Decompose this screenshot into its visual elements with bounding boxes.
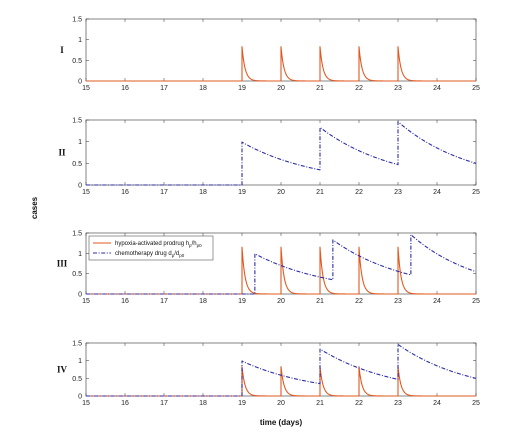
x-tick-label: 22 [355, 189, 363, 196]
y-tick-label: 0.5 [72, 161, 82, 168]
x-tick-label: 18 [199, 298, 207, 305]
x-tick-label: 18 [199, 85, 207, 92]
x-tick-label: 19 [238, 189, 246, 196]
x-tick-label: 17 [160, 298, 168, 305]
x-tick-label: 21 [316, 85, 324, 92]
x-tick-label: 23 [394, 85, 402, 92]
x-tick-label: 17 [160, 189, 168, 196]
x-tick-label: 21 [316, 189, 324, 196]
x-tick-label: 25 [472, 298, 480, 305]
x-tick-label: 15 [82, 400, 90, 407]
y-tick-label: 1.5 [72, 118, 82, 125]
panel-I: 15 16 17 18 19 20 21 22 23 24 25 0 0.5 1 1.5 I [60, 17, 480, 93]
x-tick-label: 25 [472, 85, 480, 92]
x-tick-label: 17 [160, 85, 168, 92]
legend-label-prodrug: hypoxia-activated prodrug hp/hp0 [115, 241, 202, 248]
x-tick-label: 15 [82, 298, 90, 305]
x-tick-label: 19 [238, 298, 246, 305]
x-tick-label: 23 [394, 189, 402, 196]
x-tick-label: 20 [277, 189, 285, 196]
legend: hypoxia-activated prodrug hp/hp0 chemothe… [88, 235, 214, 261]
y-tick-label: 1 [78, 139, 82, 146]
x-tick-label: 18 [199, 189, 207, 196]
x-tick-label: 19 [238, 85, 246, 92]
x-tick-label: 20 [277, 298, 285, 305]
panel-label: II [58, 148, 66, 158]
y-tick-label: 0.5 [72, 376, 82, 383]
panel-IV: 15 16 17 18 19 20 21 22 23 24 25 0 0.5 1 1.5 IV [57, 341, 480, 408]
y-tick-label: 1.5 [72, 17, 82, 24]
series-prodrug-line [85, 46, 477, 82]
panel-label: IV [57, 365, 68, 375]
legend-label-chemo: chemotherapy drug dp/dp0 [115, 251, 185, 258]
x-tick-label: 20 [277, 400, 285, 407]
y-tick-label: 1 [78, 358, 82, 365]
series-prodrug-line [85, 246, 477, 295]
x-tick-label: 16 [121, 85, 129, 92]
x-tick-label: 16 [121, 189, 129, 196]
x-tick-label: 24 [433, 85, 441, 92]
x-tick-label: 23 [394, 400, 402, 407]
y-axis-label: cases [30, 196, 39, 219]
panel-III: 15 16 17 18 19 20 21 22 23 24 25 0 0.5 1 1.5 III hypoxia… [57, 231, 480, 306]
x-tick-label: 21 [316, 298, 324, 305]
y-tick-label: 1 [78, 37, 82, 44]
x-tick-label: 20 [277, 85, 285, 92]
series-chemo-line [85, 343, 477, 397]
x-tick-label: 25 [472, 189, 480, 196]
y-tick-label: 0 [78, 79, 82, 86]
y-tick-label: 0 [78, 292, 82, 299]
y-tick-label: 0 [78, 183, 82, 190]
y-tick-label: 0 [78, 394, 82, 401]
panel-II: 15 16 17 18 19 20 21 22 23 24 25 0 0.5 1 1.5 II [58, 118, 480, 197]
series-chemo-line [85, 234, 477, 295]
x-tick-label: 21 [316, 400, 324, 407]
panel-label: III [57, 259, 68, 269]
series-chemo-line [85, 121, 477, 186]
x-tick-label: 19 [238, 400, 246, 407]
x-tick-label: 24 [433, 298, 441, 305]
x-tick-label: 25 [472, 400, 480, 407]
x-tick-label: 18 [199, 400, 207, 407]
x-tick-label: 15 [82, 189, 90, 196]
x-tick-label: 23 [394, 298, 402, 305]
legend-box [88, 235, 214, 261]
y-tick-label: 1.5 [72, 341, 82, 348]
x-tick-label: 22 [355, 298, 363, 305]
y-tick-label: 0.5 [72, 271, 82, 278]
panel-label: I [60, 45, 64, 55]
x-tick-label: 22 [355, 85, 363, 92]
x-tick-label: 24 [433, 189, 441, 196]
x-tick-label: 17 [160, 400, 168, 407]
x-tick-label: 15 [82, 85, 90, 92]
series-prodrug-line [85, 366, 477, 397]
x-tick-label: 16 [121, 400, 129, 407]
plot-frame [85, 119, 477, 186]
y-tick-label: 0.5 [72, 58, 82, 65]
y-tick-label: 1.5 [72, 231, 82, 238]
y-tick-label: 1 [78, 251, 82, 258]
x-tick-label: 24 [433, 400, 441, 407]
x-axis-label: time (days) [260, 418, 303, 427]
x-tick-label: 16 [121, 298, 129, 305]
x-tick-label: 22 [355, 400, 363, 407]
